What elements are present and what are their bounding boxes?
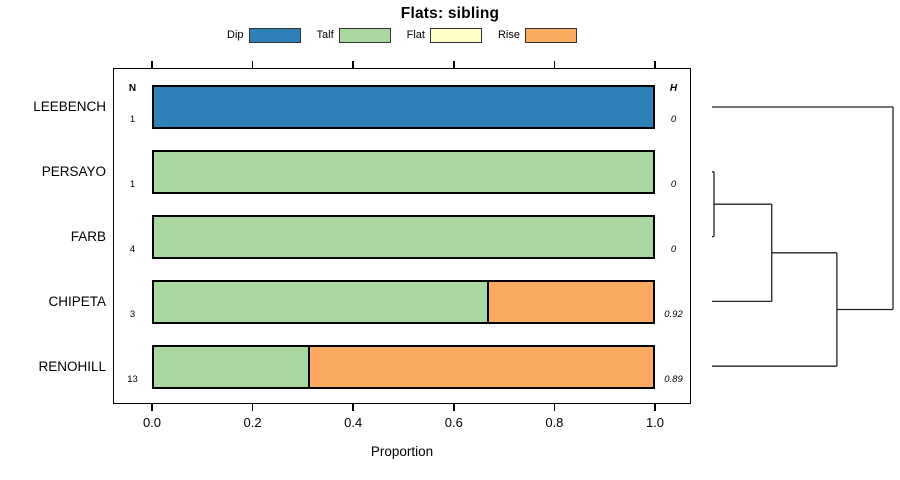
legend-item-rise: Rise [497, 27, 577, 43]
legend-swatch [248, 27, 301, 43]
h-value: 0 [670, 114, 677, 125]
legend-label: Rise [497, 29, 520, 41]
bar-segment-talf [154, 347, 308, 387]
bar-persayo [152, 150, 655, 194]
category-label-leebench: LEEBENCH [33, 99, 106, 114]
x-tick-bottom [453, 404, 455, 411]
x-tick-top [251, 61, 254, 68]
legend-item-dip: Dip [227, 27, 301, 43]
n-value: 13 [127, 374, 138, 385]
n-value: 1 [129, 179, 136, 190]
bar-segment-rise [307, 347, 653, 387]
h-column-header: H [669, 83, 678, 94]
x-tick-top [654, 61, 656, 68]
bar-segment-dip [154, 87, 653, 127]
h-value: 0 [670, 179, 677, 190]
x-tick-label: 0.6 [444, 415, 463, 430]
legend-swatch [429, 27, 482, 43]
x-tick-bottom [151, 404, 153, 411]
x-tick-top [453, 61, 455, 68]
bar-segment-talf [154, 152, 653, 192]
x-tick-top [151, 61, 153, 68]
x-tick-top [352, 61, 354, 68]
h-value: 0.92 [664, 309, 683, 320]
h-value: 0.89 [664, 374, 683, 385]
x-axis-label: Proportion [370, 444, 434, 459]
legend-label: Talf [316, 29, 334, 41]
x-tick-bottom [251, 404, 254, 411]
legend-item-talf: Talf [316, 27, 391, 43]
category-label-farb: FARB [70, 229, 106, 244]
category-label-chipeta: CHIPETA [48, 294, 106, 309]
bar-chipeta [152, 280, 655, 324]
category-label-renohill: RENOHILL [38, 359, 106, 374]
x-tick-label: 1.0 [645, 415, 665, 430]
bar-segment-talf [154, 282, 487, 322]
n-value: 4 [129, 244, 136, 255]
bar-segment-rise [486, 282, 653, 322]
bar-segment-talf [154, 217, 653, 257]
h-value: 0 [670, 244, 677, 255]
x-tick-label: 0.4 [344, 415, 363, 430]
category-label-persayo: PERSAYO [41, 164, 106, 179]
legend-label: Flat [406, 29, 425, 41]
x-tick-label: 0.8 [545, 415, 564, 430]
legend-swatch [525, 27, 577, 43]
chart-title: Flats: sibling [400, 5, 500, 22]
legend-swatch [338, 27, 391, 43]
n-value: 3 [129, 309, 136, 320]
n-value: 1 [129, 114, 136, 125]
dendrogram [712, 106, 894, 367]
x-tick-bottom [553, 404, 556, 411]
x-tick-label: 0.0 [142, 415, 162, 430]
x-tick-top [553, 61, 556, 68]
x-tick-bottom [654, 404, 656, 411]
n-column-header: N [128, 83, 137, 94]
bar-leebench [152, 85, 655, 129]
x-tick-label: 0.2 [243, 415, 262, 430]
bar-farb [152, 215, 655, 259]
x-tick-bottom [352, 404, 354, 411]
legend: Dip Talf Flat Rise [113, 26, 691, 44]
legend-label: Dip [227, 29, 244, 41]
bar-renohill [152, 345, 655, 389]
legend-item-flat: Flat [406, 27, 482, 43]
